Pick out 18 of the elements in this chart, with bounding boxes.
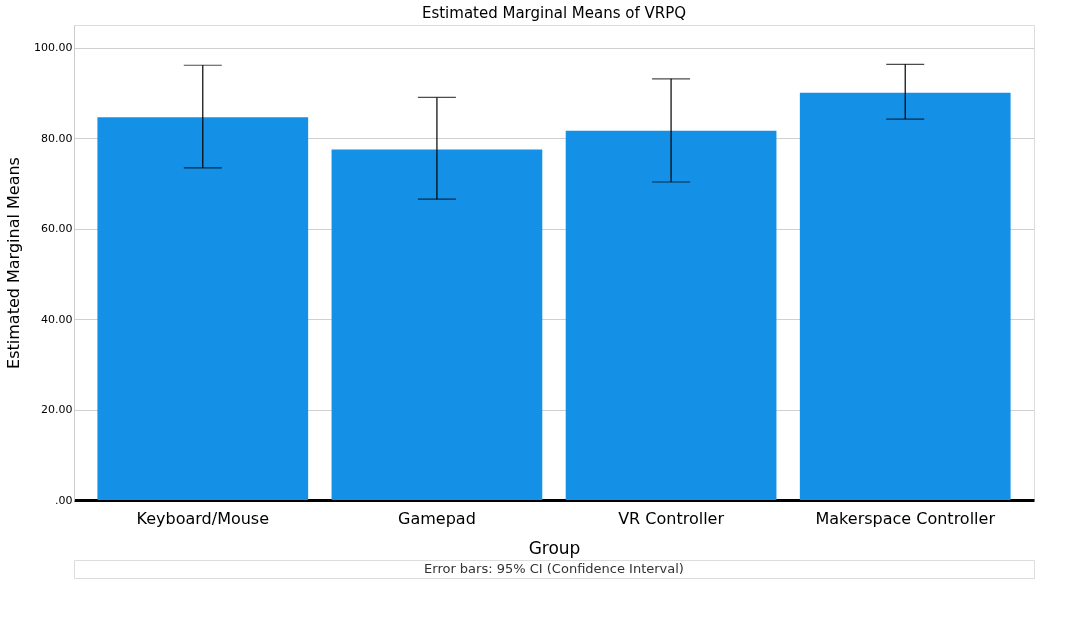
y-tick-label: 20.00 xyxy=(41,403,73,417)
text: Error bars: 95% CI (Confidence Interval) xyxy=(424,561,684,576)
x-tick-label: Makerspace Controller xyxy=(815,508,996,528)
x-axis-title: Group xyxy=(528,537,581,558)
bar xyxy=(799,92,1011,500)
y-tick-label: 100.00 xyxy=(34,41,73,55)
y-tick-label: .00 xyxy=(55,493,73,507)
bar xyxy=(97,117,309,500)
x-tick-label: VR Controller xyxy=(618,508,725,528)
y-tick-label: 40.00 xyxy=(41,312,73,326)
x-tick-label: Keyboard/Mouse xyxy=(136,508,270,528)
y-tick-label: 80.00 xyxy=(41,131,73,145)
y-tick-label: 60.00 xyxy=(41,222,73,236)
bar xyxy=(331,149,543,500)
bar xyxy=(565,130,777,500)
x-tick-label: Gamepad xyxy=(398,508,476,528)
y-axis-title: Estimated Marginal Means xyxy=(4,157,24,369)
chart-title: Estimated Marginal Means of VRPQ xyxy=(421,4,687,22)
